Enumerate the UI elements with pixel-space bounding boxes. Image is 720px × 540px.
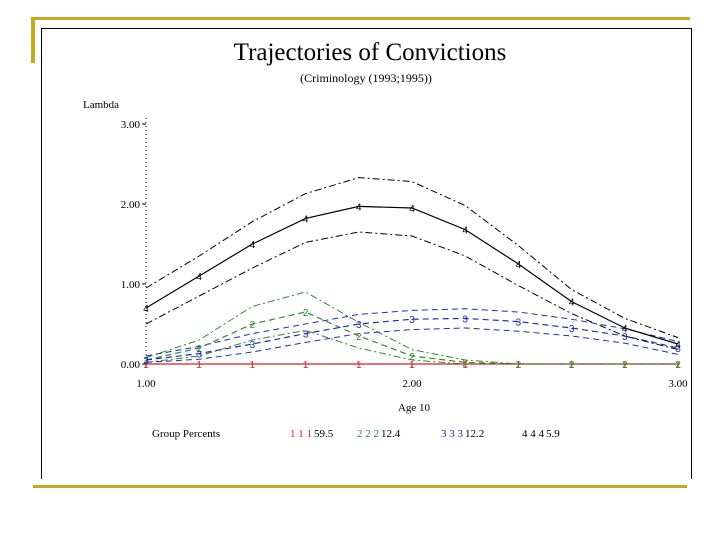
series-line-2 xyxy=(145,311,678,365)
series-point-2: 2 xyxy=(303,308,309,319)
y-tick-label: 2.00 xyxy=(121,199,141,211)
series-point-1: 1 xyxy=(356,360,362,371)
legend-label-4: 5.9 xyxy=(546,428,560,440)
legend-label-2: 12.4 xyxy=(381,428,401,440)
decorative-left-rule xyxy=(31,17,35,63)
x-tick-label: 2.00 xyxy=(402,378,422,390)
chart-title: Trajectories of Convictions xyxy=(234,39,507,66)
x-axis-label: Age 10 xyxy=(398,402,431,414)
series-point-3: 3 xyxy=(569,324,575,335)
y-axis-label: Lambda xyxy=(83,99,119,111)
series-point-4: 4 xyxy=(143,304,149,315)
series-point-3: 3 xyxy=(462,314,468,325)
legend: Group Percents 1 1 1 59.5 2 2 2 12.4 3 3 3 12… xyxy=(152,428,560,440)
series-point-2: 2 xyxy=(569,360,575,371)
series-point-4: 4 xyxy=(462,226,468,237)
decorative-top-rule xyxy=(32,17,690,20)
series-line-4 xyxy=(145,205,679,345)
series-point-3: 3 xyxy=(675,344,681,355)
series-point-4: 4 xyxy=(356,202,362,213)
series-point-1: 1 xyxy=(622,360,628,371)
series-point-3: 3 xyxy=(143,356,149,367)
series-point-2: 2 xyxy=(250,320,256,331)
x-tick-label: 3.00 xyxy=(668,378,688,390)
decorative-bottom-rule xyxy=(33,485,687,488)
confidence-line xyxy=(145,308,679,357)
y-tick-label: 3.00 xyxy=(121,119,141,131)
legend-label-1: 59.5 xyxy=(314,428,334,440)
series-point-1: 1 xyxy=(675,360,681,371)
series-point-2: 2 xyxy=(622,360,628,371)
y-tick-label: 1.00 xyxy=(121,279,141,291)
series-point-3: 3 xyxy=(196,350,202,361)
chart-frame xyxy=(41,28,692,479)
series-point-3: 3 xyxy=(622,332,628,343)
series-point-2: 2 xyxy=(143,356,149,367)
series-point-2: 2 xyxy=(462,358,468,369)
legend-title: Group Percents xyxy=(152,428,220,440)
legend-label-3: 12.2 xyxy=(465,428,484,440)
series-point-4: 4 xyxy=(196,272,202,283)
series-point-1: 1 xyxy=(143,360,149,371)
confidence-line xyxy=(145,231,679,351)
y-tick-label: 0.00 xyxy=(121,359,141,371)
confidence-line xyxy=(145,177,679,339)
legend-markers-3: 3 3 3 xyxy=(441,428,464,440)
series-point-1: 1 xyxy=(303,360,309,371)
series-point-4: 4 xyxy=(250,240,256,251)
chart-subtitle: (Criminology (1993;1995)) xyxy=(300,71,432,85)
series-point-3: 3 xyxy=(356,320,362,331)
legend-markers-1: 1 1 1 xyxy=(290,428,312,440)
legend-markers-4: 4 4 4 xyxy=(522,428,545,440)
series-point-4: 4 xyxy=(303,214,309,225)
series-point-1: 1 xyxy=(462,360,468,371)
series-point-4: 4 xyxy=(622,324,628,335)
series-point-2: 2 xyxy=(409,352,415,363)
series-point-1: 1 xyxy=(196,360,202,371)
series-point-4: 4 xyxy=(569,298,575,309)
series-point-1: 1 xyxy=(516,360,522,371)
series-point-3: 3 xyxy=(409,315,415,326)
series-point-3: 3 xyxy=(516,318,522,329)
series-point-2: 2 xyxy=(675,360,681,371)
series-point-3: 3 xyxy=(250,340,256,351)
series-point-2: 2 xyxy=(516,360,522,371)
series-point-1: 1 xyxy=(409,360,415,371)
series-point-4: 4 xyxy=(516,260,522,271)
series-point-2: 2 xyxy=(356,332,362,343)
series-point-1: 1 xyxy=(250,360,256,371)
series-point-4: 4 xyxy=(675,340,681,351)
series-point-1: 1 xyxy=(569,360,575,371)
x-tick-label: 1.00 xyxy=(136,378,156,390)
plot-area: 0.001.002.003.001.00 2.00 3.001 1 1 1 1 1 1 1 1 1 12… xyxy=(121,118,688,390)
series-point-2: 2 xyxy=(196,344,202,355)
confidence-line xyxy=(145,291,678,365)
series-point-4: 4 xyxy=(409,204,415,215)
legend-markers-2: 2 2 2 xyxy=(357,428,379,440)
series-point-3: 3 xyxy=(303,330,309,341)
